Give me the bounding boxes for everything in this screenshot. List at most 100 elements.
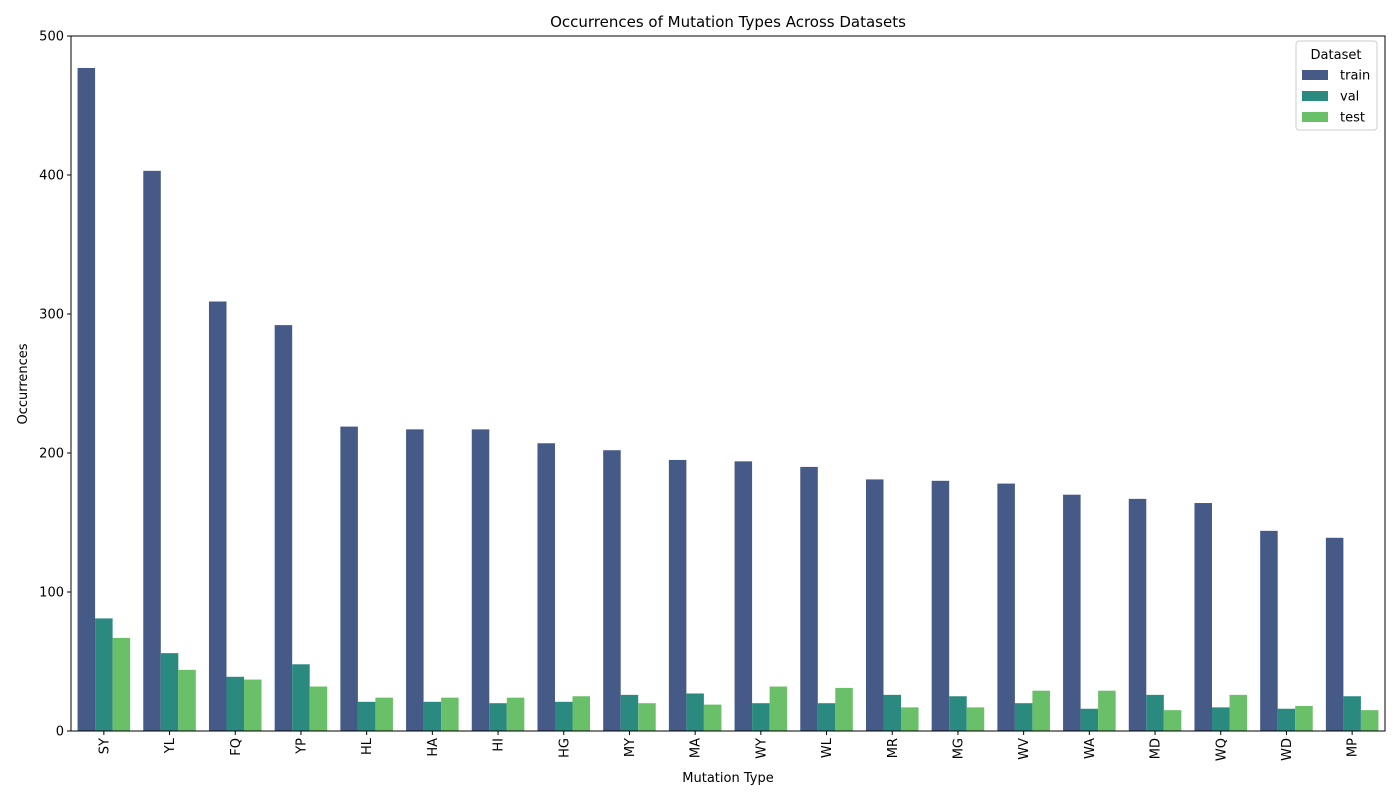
bar-train-MR [865,479,884,731]
legend-swatch-train [1302,70,1328,80]
bar-test-WV [1032,690,1050,731]
x-tick-label-MG: MG [951,738,966,759]
bar-test-WD [1295,705,1313,731]
x-tick-label-WA: WA [1083,738,1098,759]
x-tick-label-HA: HA [426,738,441,757]
y-axis-ticks: 0 100 200 300 400 500 [39,30,71,740]
legend-label-test: test [1340,111,1365,126]
bar-val-MY [620,694,639,731]
bar-train-WQ [1194,503,1212,731]
bar-test-MA [703,704,722,731]
bar-train-YL [143,170,161,731]
bar-val-HI [489,703,507,731]
bar-train-MG [931,480,950,731]
x-tick-label-WV: WV [1017,738,1032,760]
bar-train-WL [800,466,818,731]
bar-test-HG [572,696,591,731]
x-tick-label-HG: HG [557,738,572,758]
x-tick-label-WY: WY [754,738,769,759]
bar-val-MD [1146,694,1164,731]
bar-test-WL [835,687,853,731]
bar-val-WY [752,703,770,731]
legend-title: Dataset [1311,48,1362,63]
legend-label-val: val [1340,90,1359,105]
bar-val-FQ [226,676,245,731]
x-axis-label: Mutation Type [682,771,773,786]
x-tick-label-HI: HI [492,738,507,752]
bar-val-YL [160,653,179,731]
bar-val-MP [1343,696,1361,731]
bar-val-WA [1080,708,1099,731]
bar-val-WQ [1211,707,1230,731]
bar-val-SY [95,618,113,731]
bar-train-HI [471,429,490,731]
legend-label-train: train [1340,69,1370,84]
bar-train-WV [997,483,1015,731]
bar-val-WD [1277,708,1296,731]
bar-train-MA [668,459,687,731]
x-tick-label-YL: YL [163,737,178,754]
bar-train-FQ [208,301,227,731]
bar-test-HL [375,697,393,731]
bar-val-MG [949,696,967,731]
bar-val-HA [423,701,442,731]
chart-title: Occurrences of Mutation Types Across Dat… [550,13,906,31]
x-tick-label-FQ: FQ [229,738,244,756]
bar-val-MR [883,694,902,731]
bar-train-MD [1128,498,1147,731]
bar-test-HA [441,697,459,731]
x-tick-label-YP: YP [294,738,309,755]
bar-train-WA [1063,494,1081,731]
x-axis-ticks: SY YL FQ YP HL HA HI HG MY MA WY WL MR MG WV WA MD WQ WD MP [97,731,1361,761]
legend-swatch-val [1302,91,1328,101]
bar-test-MP [1360,710,1379,731]
x-tick-label-MR: MR [886,738,901,758]
bar-val-WV [1014,703,1033,731]
legend-swatch-test [1302,112,1328,122]
bar-train-MP [1325,537,1344,731]
legend-box [1295,40,1378,131]
bar-test-WA [1098,690,1116,731]
bar-train-SY [77,67,96,732]
x-tick-label-MY: MY [623,738,638,757]
bar-train-WD [1260,530,1278,731]
plot-area [77,67,1379,732]
y-tick-label: 200 [39,447,64,462]
x-tick-label-WD: WD [1280,738,1295,761]
x-tick-label-MD: MD [1149,738,1164,759]
y-axis-label: Occurrences [16,343,31,424]
y-tick-label: 0 [56,725,64,740]
x-tick-label-WQ: WQ [1214,738,1229,761]
bar-val-HG [554,701,573,731]
bar-train-HA [406,429,424,731]
bar-val-WL [817,703,836,731]
legend: Dataset train val test [1295,40,1378,131]
bar-test-MG [966,707,985,731]
bar-train-MY [603,450,621,731]
bar-train-WY [734,461,753,731]
bar-train-HG [537,443,555,731]
plot-frame [70,35,1386,732]
bar-test-MY [638,703,656,731]
y-tick-label: 400 [39,169,64,184]
bar-test-WQ [1229,694,1248,731]
bar-val-HL [357,701,376,731]
bar-test-FQ [244,679,262,731]
bar-test-SY [112,637,131,731]
bar-test-MR [901,707,919,731]
bar-test-HI [506,697,525,731]
bar-train-HL [340,426,358,731]
bar-test-YL [178,669,196,731]
bar-val-YP [292,664,310,731]
x-tick-label-HL: HL [360,737,375,755]
x-tick-label-WL: WL [820,737,835,758]
bar-val-MA [686,693,704,731]
x-tick-label-MP: MP [1346,738,1361,757]
bar-train-YP [274,325,293,731]
y-tick-label: 300 [39,308,64,323]
x-tick-label-SY: SY [97,738,112,754]
y-tick-label: 100 [39,586,64,601]
y-tick-label: 500 [39,30,64,45]
bar-test-YP [309,686,328,731]
